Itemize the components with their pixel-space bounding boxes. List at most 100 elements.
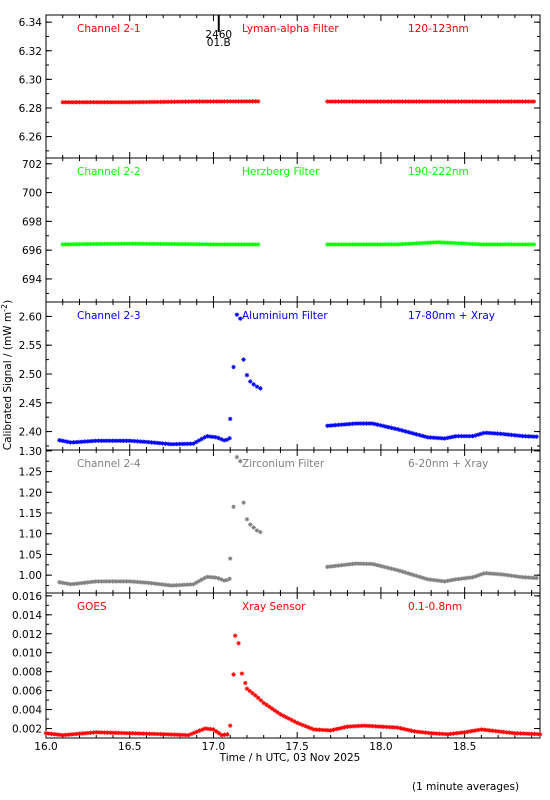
y-tick-label: 694 [22,274,42,286]
data-point [411,241,417,246]
data-point [381,724,386,729]
data-point [327,564,333,569]
data-point [372,562,377,567]
data-point [358,561,364,566]
data-point [207,434,213,439]
data-point [286,716,292,721]
data-point [528,242,534,247]
flare-point [231,672,236,677]
data-point [107,730,113,735]
data-point [403,727,409,732]
data-point [386,99,391,104]
data-point [406,99,411,104]
data-point [350,724,356,729]
data-point [517,99,523,104]
data-point [107,579,112,584]
data-point [74,242,79,247]
data-point [517,574,523,580]
data-point [141,731,146,736]
y-tick-label: 1.05 [19,549,42,561]
data-point [411,431,417,436]
y-axis-title: Calibrated Signal / (mW m-2) [0,300,14,450]
data-point [531,434,537,439]
data-point [436,99,442,104]
data-point [420,240,425,246]
data-point [447,240,453,246]
data-point [389,566,394,571]
y-tick-label: 2.45 [19,398,42,410]
data-point [461,241,467,246]
data-point [489,242,495,247]
data-point [261,700,266,706]
data-point [473,99,478,104]
data-point [509,573,514,578]
data-point [442,731,448,737]
panel-1: 6.26 6.28 6.30 6.32 6.34 Channel 2-1 Lyman-alp… [19,14,541,159]
data-point [77,731,82,736]
data-point [241,99,247,104]
data-point [397,99,403,104]
y-tick-label: 700 [22,188,42,200]
data-point [383,424,389,429]
data-point [121,100,127,105]
data-point [99,579,104,584]
data-point [487,430,492,436]
panel-channel-label: Channel 2-4 [77,458,141,470]
data-point [130,100,135,105]
data-point [380,242,386,247]
data-point [219,242,225,247]
data-point [149,241,155,247]
data-point [116,730,121,736]
data-point [116,100,121,105]
data-point [66,242,71,247]
data-point [467,99,472,104]
data-point [433,240,439,245]
data-point [253,242,258,247]
data-point [183,99,188,104]
data-point [330,564,336,569]
data-point [141,241,146,246]
data-point [194,99,199,104]
data-point [191,242,197,247]
data-point [464,575,470,581]
data-point [417,574,422,579]
data-point [144,99,149,105]
data-point [177,732,183,738]
data-point [476,727,481,733]
data-point [219,732,225,738]
data-point [105,730,110,735]
data-point [121,730,127,736]
chart-panels: 6.26 6.28 6.30 6.32 6.34 Channel 2-1 Lyman-alp… [12,14,543,753]
data-point [514,433,520,438]
data-point [163,99,169,105]
data-point [91,730,96,735]
data-point [456,576,461,582]
data-point [456,433,461,439]
data-point [289,717,294,723]
data-point [481,571,486,576]
data-point [414,241,419,246]
data-point [213,435,218,440]
data-point [523,731,529,736]
data-point [459,730,465,735]
data-point [481,727,487,732]
panel-3: 2.40 2.45 2.50 2.55 2.60 Channel 2-3 Aluminium… [19,301,541,451]
data-point [514,574,520,579]
data-point [101,438,107,443]
data-point [375,99,380,104]
data-point [428,731,434,736]
data-point [168,583,174,588]
data-point [169,241,174,247]
data-point [431,435,436,440]
data-point [172,241,177,247]
data-point [392,426,397,431]
data-point [85,100,91,105]
data-point [406,571,411,576]
data-point [484,242,489,247]
data-point [422,240,428,246]
data-point [417,432,422,438]
data-point [344,99,350,104]
data-point [82,580,87,585]
data-point [489,99,495,104]
data-point [74,100,79,105]
